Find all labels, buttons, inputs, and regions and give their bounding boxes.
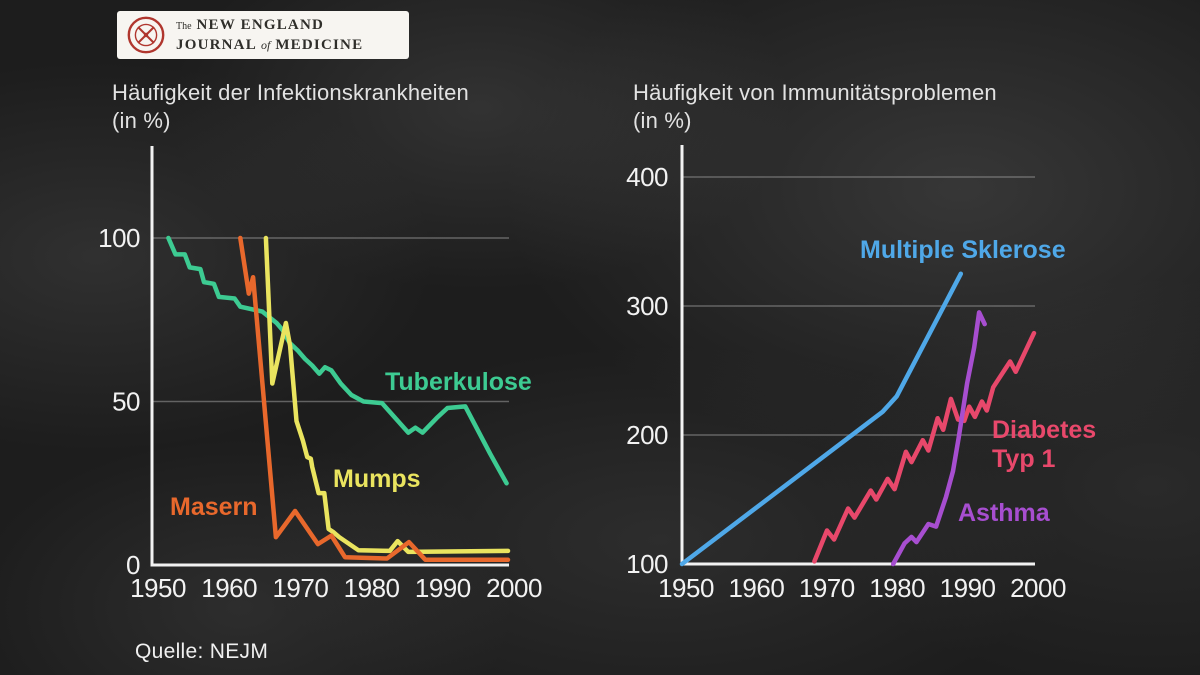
y-tick-label-100: 100 — [98, 223, 140, 253]
masern-label: Masern — [170, 493, 258, 521]
nejm-logo-the: The — [176, 21, 192, 32]
source-label: Quelle: NEJM — [135, 640, 269, 663]
nejm-logo-new-england: NEW ENGLAND — [196, 17, 325, 33]
multiple-sklerose-line — [679, 271, 964, 567]
left-chart-title-text: Häufigkeit der Infektionskrankheiten — [112, 80, 469, 105]
nejm-logo-journal: JOURNAL — [176, 37, 257, 53]
right-chart-title-unit: (in %) — [633, 108, 692, 133]
diabetes-typ-1-line — [812, 330, 1037, 564]
diabetes-typ-1-label-line2: Typ 1 — [992, 445, 1056, 473]
nejm-logo-text: The NEW ENGLAND JOURNAL of MEDICINE — [176, 16, 363, 54]
nejm-logo-medicine: MEDICINE — [275, 37, 364, 53]
asthma-label: Asthma — [958, 499, 1051, 527]
mumps-line — [263, 235, 511, 555]
left-chart-title: Häufigkeit der Infektionskrankheiten (in… — [112, 79, 469, 135]
x-tick-label-1970: 1970 — [799, 573, 855, 603]
right-chart-title-text: Häufigkeit von Immunitätsproblemen — [633, 80, 997, 105]
y-tick-label-50: 50 — [112, 387, 140, 417]
x-tick-label-1950: 1950 — [130, 573, 186, 603]
asthma-line — [890, 310, 987, 567]
x-tick-label-1970: 1970 — [272, 573, 328, 603]
x-tick-label-1960: 1960 — [201, 573, 257, 603]
x-tick-label-1980: 1980 — [869, 573, 925, 603]
masern-line — [238, 235, 511, 563]
y-tick-label-0: 0 — [126, 550, 140, 580]
axis-left — [150, 146, 509, 567]
right-chart-title: Häufigkeit von Immunitätsproblemen (in %… — [633, 79, 997, 135]
nejm-logo-of: of — [261, 38, 271, 52]
nejm-logo-line1: The NEW ENGLAND — [176, 16, 363, 36]
multiple-sklerose-label: Multiple Sklerose — [860, 236, 1066, 264]
x-tick-label-2000: 2000 — [486, 573, 542, 603]
x-tick-label-2000: 2000 — [1010, 573, 1066, 603]
nejm-logo-line2: JOURNAL of MEDICINE — [176, 36, 363, 54]
y-tick-label-200: 200 — [626, 420, 668, 450]
nejm-seal-icon — [127, 16, 165, 54]
x-tick-label-1990: 1990 — [415, 573, 471, 603]
y-tick-label-400: 400 — [626, 162, 668, 192]
y-tick-label-300: 300 — [626, 291, 668, 321]
y-tick-label-100: 100 — [626, 549, 668, 579]
nejm-logo: The NEW ENGLAND JOURNAL of MEDICINE — [117, 11, 409, 59]
mumps-label: Mumps — [333, 465, 421, 493]
x-tick-label-1980: 1980 — [344, 573, 400, 603]
x-tick-label-1990: 1990 — [940, 573, 996, 603]
diabetes-typ-1-label: Diabetes — [992, 416, 1096, 444]
tuberkulose-line — [166, 235, 509, 486]
x-tick-label-1950: 1950 — [658, 573, 714, 603]
x-tick-label-1960: 1960 — [728, 573, 784, 603]
tuberkulose-label: Tuberkulose — [385, 368, 532, 396]
left-chart-title-unit: (in %) — [112, 108, 171, 133]
